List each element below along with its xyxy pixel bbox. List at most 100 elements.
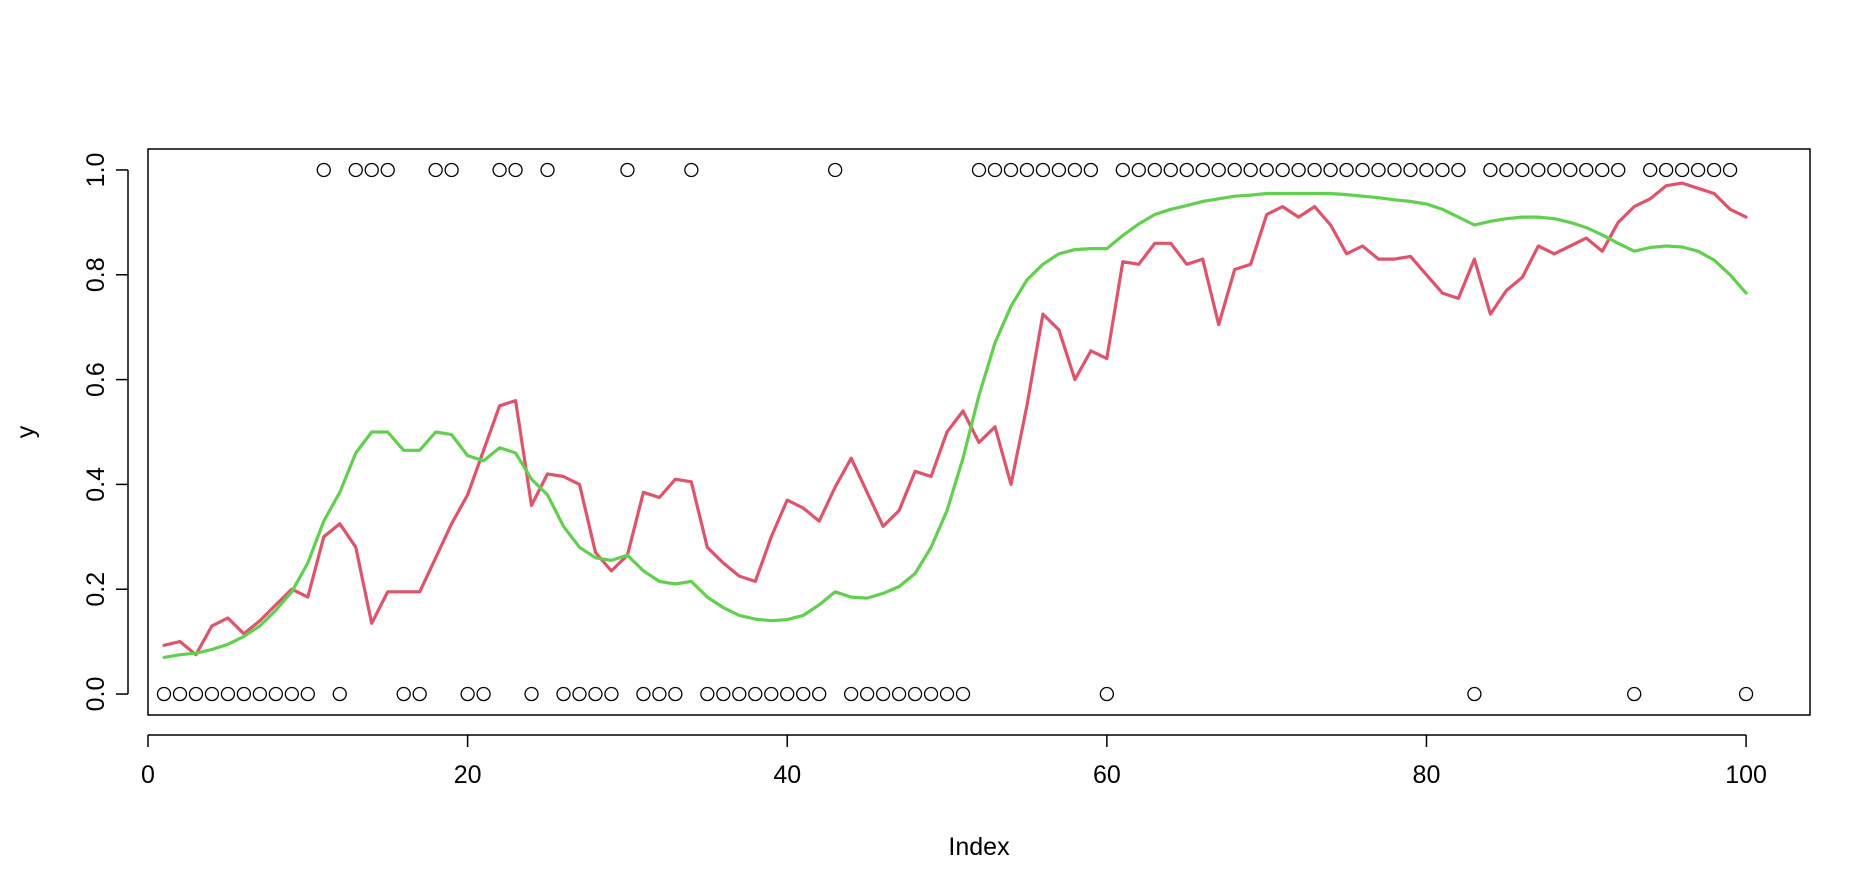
data-point [172, 686, 188, 702]
data-point [1243, 162, 1258, 178]
data-point [476, 686, 491, 702]
data-point [1706, 162, 1722, 178]
data-point [556, 686, 571, 702]
data-point [1499, 162, 1514, 178]
data-point [1275, 162, 1290, 178]
data-point [428, 162, 443, 178]
data-point [700, 686, 715, 702]
data-point [604, 686, 619, 702]
y-tick-label: 0.2 [82, 572, 110, 607]
data-point [252, 686, 268, 702]
data-point [412, 686, 427, 702]
x-axis-title: Index [948, 833, 1010, 861]
data-point [1403, 162, 1418, 178]
x-tick-label: 40 [773, 761, 801, 789]
data-point [891, 686, 907, 702]
data-point [796, 686, 811, 702]
data-point [572, 686, 587, 702]
data-point [364, 162, 379, 178]
data-point [588, 686, 603, 702]
y-tick-label: 1.0 [82, 153, 110, 188]
data-point [812, 686, 827, 702]
points-layer [156, 162, 1754, 702]
data-point [620, 162, 635, 178]
data-point [1690, 162, 1706, 178]
data-point [1067, 162, 1083, 178]
plot-box [147, 148, 1811, 716]
data-point [1163, 162, 1178, 178]
x-tick-label: 80 [1413, 761, 1441, 789]
data-point [1355, 162, 1370, 178]
data-point [1738, 686, 1754, 702]
data-point [1595, 162, 1610, 178]
x-tick-label: 100 [1725, 761, 1767, 789]
data-point [828, 162, 843, 178]
x-axis: 0 20 40 60 80 100 [141, 734, 1767, 789]
y-tick-label: 0.4 [82, 467, 110, 502]
data-point [780, 686, 795, 702]
data-point [348, 162, 363, 178]
data-point [380, 162, 395, 178]
data-point [1515, 162, 1530, 178]
data-point [492, 162, 507, 178]
data-point [652, 686, 667, 702]
data-point [1563, 162, 1578, 178]
x-tick-label: 20 [454, 761, 482, 789]
data-point [1035, 162, 1051, 178]
data-point [1547, 162, 1562, 178]
data-point [508, 162, 523, 178]
data-point [1259, 162, 1274, 178]
data-point [236, 686, 252, 702]
data-point [668, 686, 683, 702]
data-point [636, 686, 651, 702]
data-point [1483, 162, 1498, 178]
data-point [1435, 162, 1450, 178]
y-tick-label: 0.8 [82, 257, 110, 292]
data-point [332, 686, 347, 702]
data-point [1099, 686, 1114, 702]
data-point [732, 686, 747, 702]
data-point [1611, 162, 1626, 178]
x-tick-label: 0 [141, 761, 155, 789]
data-point [396, 686, 411, 702]
data-point [1387, 162, 1402, 178]
data-point [156, 686, 172, 702]
series-line-1 [162, 181, 1748, 657]
data-point [1467, 686, 1482, 702]
y-axis-title: y [12, 425, 40, 438]
data-point [1371, 162, 1386, 178]
data-point [524, 686, 539, 702]
data-point [1227, 162, 1242, 178]
data-point [1307, 162, 1322, 178]
data-point [844, 686, 859, 702]
data-point [1195, 162, 1210, 178]
data-point [1643, 162, 1658, 178]
data-point [1019, 162, 1035, 178]
data-point [684, 162, 699, 178]
data-point [268, 686, 283, 702]
data-point [971, 162, 987, 178]
y-tick-label: 0.0 [82, 677, 110, 712]
data-point [460, 686, 475, 702]
data-point [875, 686, 891, 702]
series-layer [162, 181, 1748, 660]
data-point [300, 686, 315, 702]
data-point [1051, 162, 1067, 178]
data-point [907, 686, 923, 702]
x-tick-label: 60 [1093, 761, 1121, 789]
data-point [955, 686, 971, 702]
data-point [716, 686, 731, 702]
data-point [1003, 162, 1019, 178]
data-point [923, 686, 939, 702]
data-point [1627, 686, 1642, 702]
data-point [1323, 162, 1338, 178]
data-point [1291, 162, 1306, 178]
data-point [1659, 162, 1674, 178]
data-point [748, 686, 763, 702]
data-point [1722, 162, 1738, 178]
data-point [1451, 162, 1466, 178]
data-point [1211, 162, 1226, 178]
data-point [1083, 162, 1099, 178]
data-point [987, 162, 1003, 178]
y-axis: 0.0 0.2 0.4 0.6 0.8 1.0 [82, 153, 129, 712]
